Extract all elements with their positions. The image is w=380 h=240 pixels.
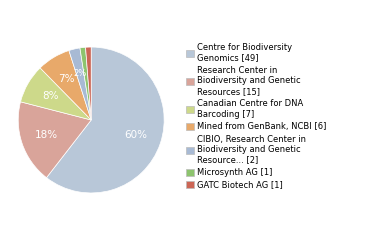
Legend: Centre for Biodiversity
Genomics [49], Research Center in
Biodiversity and Genet: Centre for Biodiversity Genomics [49], R… (186, 43, 326, 190)
Text: 8%: 8% (42, 91, 59, 101)
Wedge shape (86, 47, 91, 120)
Text: 2%: 2% (74, 69, 87, 78)
Wedge shape (46, 47, 164, 193)
Wedge shape (40, 51, 91, 120)
Wedge shape (18, 102, 91, 178)
Text: 60%: 60% (125, 130, 147, 140)
Text: 7%: 7% (59, 74, 75, 84)
Wedge shape (21, 68, 91, 120)
Wedge shape (69, 48, 91, 120)
Wedge shape (80, 47, 91, 120)
Text: 18%: 18% (35, 130, 58, 140)
